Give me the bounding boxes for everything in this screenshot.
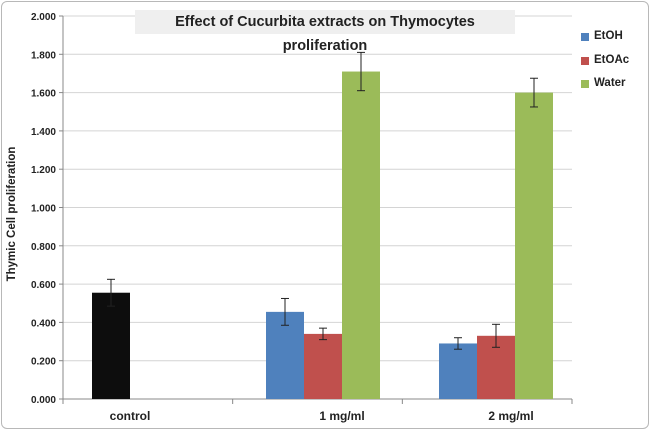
y-tick-label: 1.000	[31, 204, 56, 215]
y-tick-label: 0.600	[31, 280, 56, 291]
y-tick-label: 1.200	[31, 165, 56, 176]
y-tick-label: 1.600	[31, 89, 56, 100]
y-tick-label: 1.400	[31, 127, 56, 138]
x-category-label: 1 mg/ml	[319, 409, 364, 423]
legend-label-etoh: EtOH	[594, 30, 623, 42]
legend-swatch-water	[581, 80, 589, 88]
x-category-label: 2 mg/ml	[488, 409, 533, 423]
y-tick-label: 0.400	[31, 318, 56, 329]
y-tick-label: 1.800	[31, 50, 56, 61]
y-tick-label: 2.000	[31, 12, 56, 23]
legend-label-etoac: EtOAc	[594, 53, 630, 66]
bar-etoh	[266, 311, 304, 399]
legend-swatch-etoac	[581, 56, 589, 65]
legend-swatch-etoh	[581, 33, 589, 41]
bar-control	[92, 292, 130, 399]
bar-etoac	[304, 333, 342, 399]
x-category-label: control	[110, 409, 151, 423]
y-tick-label: 0.200	[31, 357, 56, 368]
y-axis-label: Thymic Cell proliferation	[6, 146, 18, 282]
bar-water	[515, 92, 553, 399]
bar-water	[342, 71, 380, 399]
legend-label-water: Water	[594, 77, 626, 89]
y-tick-label: 0.000	[31, 395, 56, 406]
y-tick-label: 0.800	[31, 242, 56, 253]
bar-etoh	[439, 343, 477, 399]
chart-title: Effect of Cucurbita extracts on Thymocyt…	[135, 10, 515, 54]
